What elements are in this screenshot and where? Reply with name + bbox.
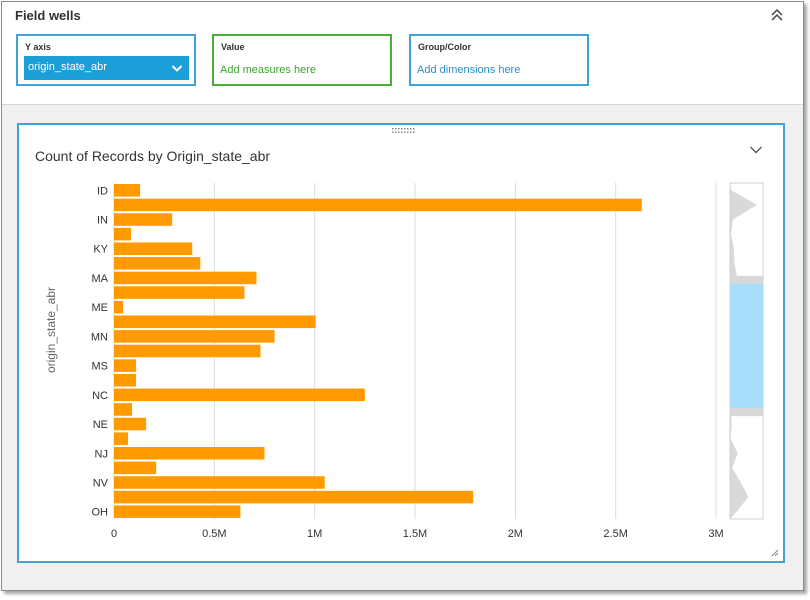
x-tick-label: 0.5M [202, 528, 226, 540]
y-tick-label: IN [97, 215, 108, 227]
bar[interactable] [114, 315, 316, 329]
y-tick-label: KY [93, 244, 108, 256]
bar[interactable] [114, 184, 141, 197]
add-measures-link[interactable]: Add measures here [220, 64, 316, 76]
y-tick-label: NV [93, 477, 109, 489]
group-color-well[interactable]: Group/Color Add dimensions here [409, 34, 589, 86]
bar[interactable] [114, 198, 642, 212]
y-tick-label: NC [92, 390, 108, 402]
bar[interactable] [114, 476, 325, 489]
bar-chart: origin_state_abr ID IN KY MA ME MN MS NC NE NJ NV O… [44, 182, 764, 540]
bar[interactable] [114, 359, 137, 372]
bar[interactable] [114, 461, 157, 475]
value-well-label: Value [221, 42, 245, 52]
y-tick-label: OH [92, 507, 109, 519]
y-tick-label: ID [97, 185, 108, 197]
bar[interactable] [114, 286, 245, 299]
x-tick-label: 3M [708, 528, 723, 540]
bar[interactable] [114, 330, 275, 343]
scroll-window-top-handle[interactable] [730, 275, 763, 284]
y-tick-label: ME [92, 302, 109, 314]
y-axis-field-name: origin_state_abr [28, 61, 107, 73]
y-tick-label: MN [91, 331, 108, 343]
bar[interactable] [114, 490, 474, 504]
add-dimensions-link[interactable]: Add dimensions here [417, 64, 521, 76]
y-tick-label: MA [92, 273, 109, 285]
bar[interactable] [114, 403, 133, 416]
visual-container[interactable]: Count of Records by Origin_state_abr ori… [17, 123, 785, 563]
y-tick-label: NJ [95, 448, 108, 460]
bar[interactable] [114, 417, 147, 431]
y-axis-well-label: Y axis [25, 42, 51, 52]
bar[interactable] [114, 227, 132, 241]
bar[interactable] [114, 242, 193, 256]
drag-handle-icon[interactable] [391, 128, 417, 134]
x-tick-label: 0 [111, 528, 117, 540]
bar[interactable] [114, 505, 241, 518]
bar[interactable] [114, 344, 261, 358]
y-axis-field-pill[interactable]: origin_state_abr [24, 56, 189, 80]
bar[interactable] [114, 373, 137, 387]
double-chevron-up-icon[interactable] [769, 8, 785, 22]
bar[interactable] [114, 446, 265, 460]
bar[interactable] [114, 271, 257, 285]
bar[interactable] [114, 388, 365, 402]
y-tick-label: NE [93, 419, 108, 431]
group-color-well-label: Group/Color [418, 42, 471, 52]
scroll-window-bottom-handle[interactable] [730, 408, 763, 417]
bar[interactable] [114, 432, 129, 445]
chevron-down-icon[interactable] [749, 145, 763, 155]
y-axis-title: origin_state_abr [44, 287, 58, 373]
x-tick-label: 1M [307, 528, 322, 540]
x-tick-label: 1.5M [403, 528, 427, 540]
y-axis-well[interactable]: Y axis origin_state_abr [16, 34, 196, 86]
bar[interactable] [114, 300, 124, 314]
x-tick-label: 2.5M [603, 528, 627, 540]
value-well[interactable]: Value Add measures here [212, 34, 392, 86]
scroll-window[interactable] [730, 283, 763, 409]
app-frame: Field wells Y axis origin_state_abr Valu… [1, 1, 804, 591]
bar[interactable] [114, 213, 173, 226]
y-tick-label: MS [92, 361, 109, 373]
field-wells-title: Field wells [15, 8, 81, 23]
visual-title: Count of Records by Origin_state_abr [35, 148, 271, 164]
x-tick-label: 2M [508, 528, 523, 540]
field-wells-panel: Field wells Y axis origin_state_abr Valu… [2, 2, 803, 105]
bar[interactable] [114, 257, 201, 270]
resize-handle-icon[interactable] [771, 549, 779, 557]
chevron-down-icon[interactable] [171, 62, 183, 74]
